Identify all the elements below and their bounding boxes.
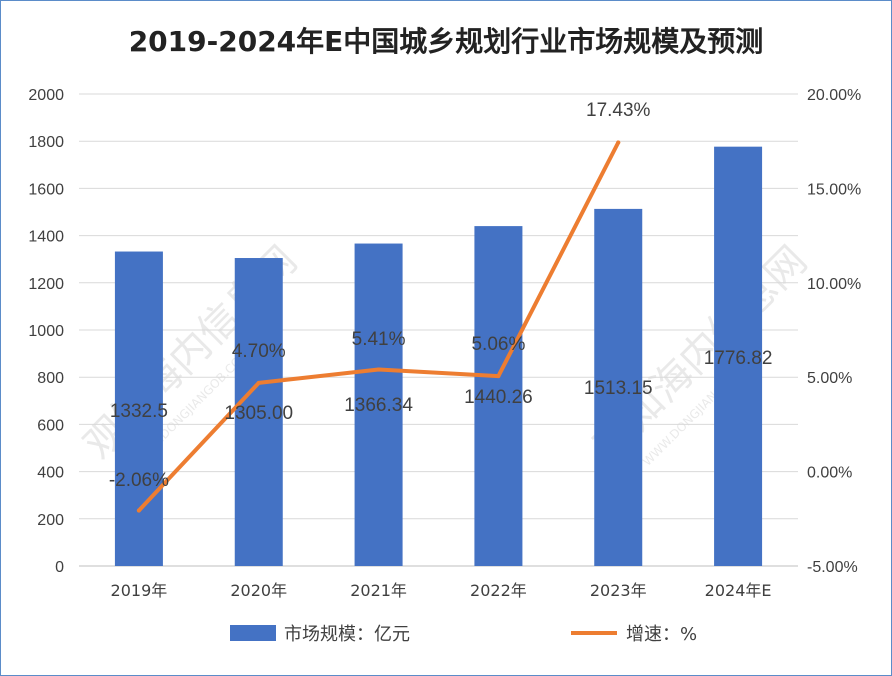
bar <box>714 146 763 567</box>
left-axis-ticks: 0 200 400 600 800 1000 1200 1400 1600 1800 2000 <box>28 87 64 576</box>
left-tick-label: 1400 <box>28 229 64 246</box>
right-tick-label: 0.00% <box>807 465 852 482</box>
category-label: 2023年 <box>590 581 647 600</box>
left-tick-label: 800 <box>37 370 64 387</box>
line-value-label: 17.43% <box>586 100 651 121</box>
line-value-label: -2.06% <box>109 470 169 491</box>
category-label: 2019年 <box>111 581 168 600</box>
left-tick-label: 200 <box>37 512 64 529</box>
line-value-label: 5.06% <box>471 334 525 355</box>
legend-bar-label: 市场规模：亿元 <box>284 624 410 645</box>
line-value-label: 4.70% <box>232 341 286 362</box>
left-tick-label: 600 <box>37 417 64 434</box>
category-label: 2024年E <box>705 581 772 600</box>
left-tick-label: 2000 <box>28 87 64 104</box>
bar-value-label: 1440.26 <box>464 387 533 408</box>
bar <box>594 208 643 566</box>
data-labels: 1332.5 1305.00 1366.34 1440.26 1513.15 1776.8… <box>109 100 773 491</box>
bar-value-label: 1776.82 <box>704 348 773 369</box>
category-label: 2020年 <box>230 581 287 600</box>
right-tick-label: 10.00% <box>807 276 861 293</box>
left-tick-label: 0 <box>55 559 64 576</box>
line-value-label: 5.41% <box>352 329 406 350</box>
legend-line-label: 增速：% <box>626 624 697 645</box>
right-tick-label: 15.00% <box>807 181 861 198</box>
left-tick-label: 400 <box>37 465 64 482</box>
right-tick-label: -5.00% <box>807 559 858 576</box>
chart-title: 2019-2024年E中国城乡规划行业市场规模及预测 <box>129 25 764 58</box>
right-axis-ticks: -5.00% 0.00% 5.00% 10.00% 15.00% 20.00% <box>807 87 861 576</box>
left-tick-label: 1800 <box>28 134 64 151</box>
bar <box>114 251 163 566</box>
category-label: 2021年 <box>350 581 407 600</box>
legend: 市场规模：亿元 增速：% <box>230 624 697 645</box>
left-tick-label: 1200 <box>28 276 64 293</box>
bar <box>354 243 403 566</box>
bar-series <box>114 146 763 567</box>
left-tick-label: 1000 <box>28 323 64 340</box>
left-tick-label: 1600 <box>28 181 64 198</box>
line-series <box>136 140 621 513</box>
line-point <box>376 367 381 372</box>
category-label: 2022年 <box>470 581 527 600</box>
right-tick-label: 20.00% <box>807 87 861 104</box>
legend-bar-swatch <box>230 625 276 641</box>
line-point <box>256 380 261 385</box>
bar-value-label: 1332.5 <box>110 401 168 422</box>
bar <box>234 258 283 566</box>
right-tick-label: 5.00% <box>807 370 852 387</box>
gridlines <box>79 93 798 567</box>
bar-value-label: 1305.00 <box>224 403 293 424</box>
line-point <box>136 508 141 513</box>
line-point <box>496 374 501 379</box>
bar <box>474 226 523 566</box>
bar-value-label: 1366.34 <box>344 395 413 416</box>
line-point <box>616 140 621 145</box>
category-axis-ticks: 2019年 2020年 2021年 2022年 2023年 2024年E <box>111 581 772 600</box>
bar-value-label: 1513.15 <box>584 378 653 399</box>
